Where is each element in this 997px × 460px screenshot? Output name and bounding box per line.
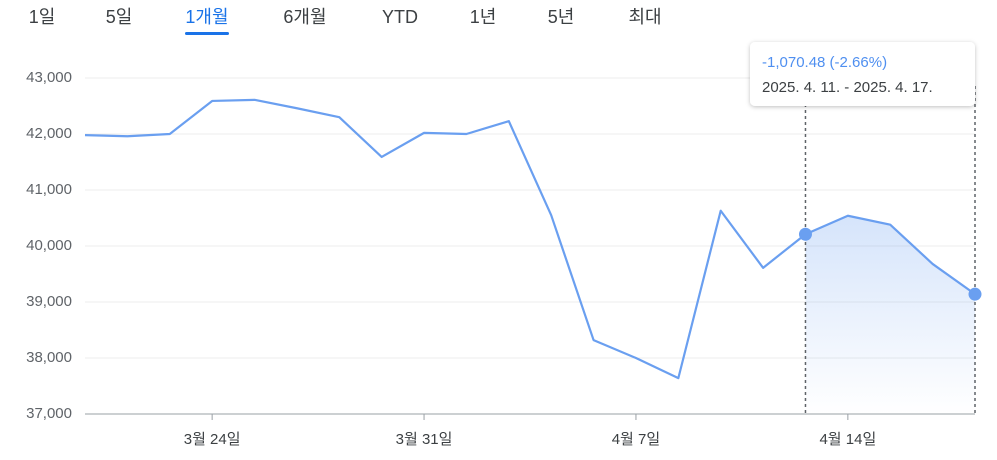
range-area bbox=[805, 215, 975, 414]
plot bbox=[84, 86, 982, 414]
range-tab[interactable]: 1개월 bbox=[185, 7, 228, 27]
y-tick-label: 40,000 bbox=[26, 237, 72, 254]
y-tick-label: 42,000 bbox=[26, 125, 72, 142]
tooltip-change: -1,070.48 (-2.66%) bbox=[762, 54, 887, 71]
range-tab[interactable]: 1일 bbox=[29, 7, 56, 27]
range-tab[interactable]: 5일 bbox=[106, 7, 133, 27]
range-tabs: 1일 5일 1개월 6개월 YTD 1년 5년 최대 bbox=[29, 7, 662, 35]
range-point bbox=[798, 227, 812, 241]
range-tab[interactable]: 최대 bbox=[628, 7, 661, 27]
y-tick-label: 39,000 bbox=[26, 293, 72, 310]
tooltip-period: 2025. 4. 11. - 2025. 4. 17. bbox=[762, 79, 933, 96]
y-tick-label: 43,000 bbox=[26, 69, 72, 86]
tooltip: -1,070.48 (-2.66%) 2025. 4. 11. - 2025. 4… bbox=[750, 42, 975, 106]
range-tab[interactable]: 5년 bbox=[548, 7, 575, 27]
x-tick-label: 3월 24일 bbox=[184, 431, 241, 448]
range-tab[interactable]: 6개월 bbox=[283, 7, 326, 27]
tab-underline bbox=[185, 32, 229, 35]
price-line bbox=[84, 98, 976, 380]
y-tick-label: 41,000 bbox=[26, 181, 72, 198]
range-tab[interactable]: YTD bbox=[382, 7, 418, 27]
tooltip-box bbox=[750, 42, 975, 106]
y-tick-label: 38,000 bbox=[26, 349, 72, 366]
range-point bbox=[968, 287, 982, 301]
range-tab[interactable]: 1년 bbox=[470, 7, 497, 27]
x-tick-label: 3월 31일 bbox=[396, 431, 453, 448]
x-tick-label: 4월 7일 bbox=[612, 431, 660, 448]
x-tick-label: 4월 14일 bbox=[819, 431, 876, 448]
y-tick-label: 37,000 bbox=[26, 405, 72, 422]
